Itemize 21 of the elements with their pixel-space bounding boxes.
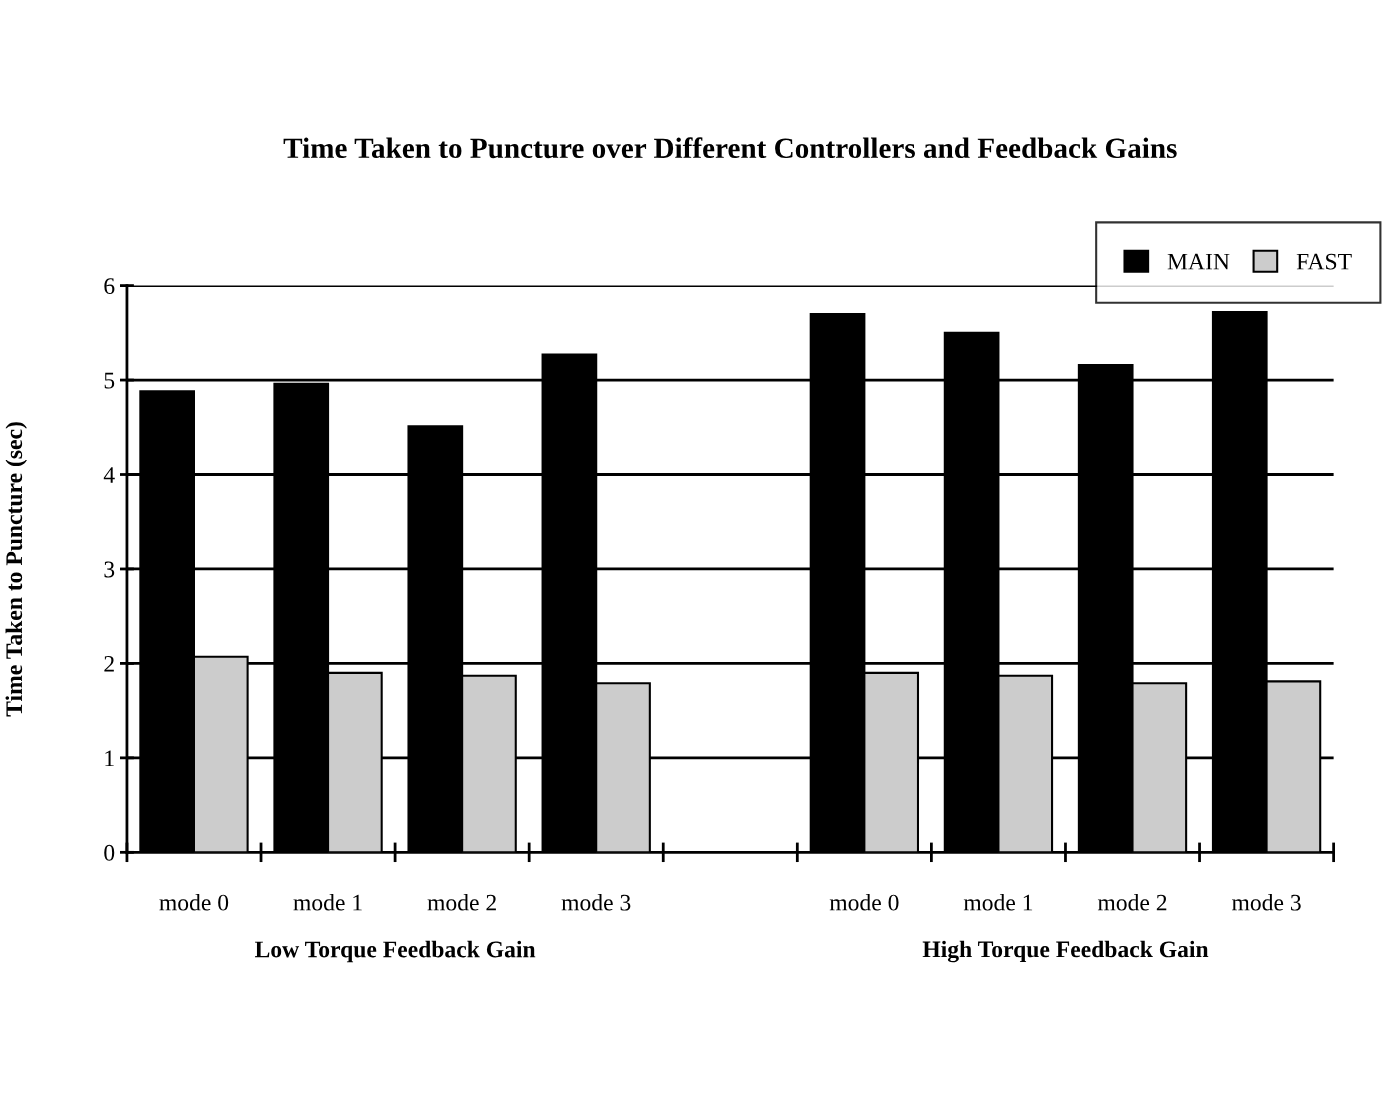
text: High Torque Feedback Gain xyxy=(922,940,1209,963)
x-tick-label: mode 3 xyxy=(561,893,631,911)
x-tick-label: mode 1 xyxy=(963,893,1033,911)
y-tick-label: 0 xyxy=(104,844,115,861)
x-tick-label: mode 3 xyxy=(1231,893,1301,911)
x-tick-label: mode 2 xyxy=(1097,893,1167,911)
legend-label: MAIN xyxy=(1167,253,1230,270)
y-tick-label: 1 xyxy=(105,750,114,767)
x-tick-label: mode 0 xyxy=(829,893,899,911)
chart-title: Time Taken to Puncture over Different Controllers and Feedback Gains xyxy=(283,137,1177,159)
y-tick-label: 2 xyxy=(104,655,114,672)
legend-label: FAST xyxy=(1296,253,1352,270)
x-tick-label: mode 1 xyxy=(293,893,362,911)
text: Low Torque Feedback Gain xyxy=(254,940,536,963)
y-tick-label: 3 xyxy=(104,561,115,578)
y-axis-title: Time Taken to Puncture (sec) xyxy=(5,422,27,717)
y-tick-label: 6 xyxy=(104,278,115,295)
y-tick-label: 5 xyxy=(104,372,115,389)
x-tick-label: mode 2 xyxy=(427,893,496,911)
x-tick-label: mode 0 xyxy=(159,893,229,911)
y-tick-label: 4 xyxy=(103,467,115,483)
